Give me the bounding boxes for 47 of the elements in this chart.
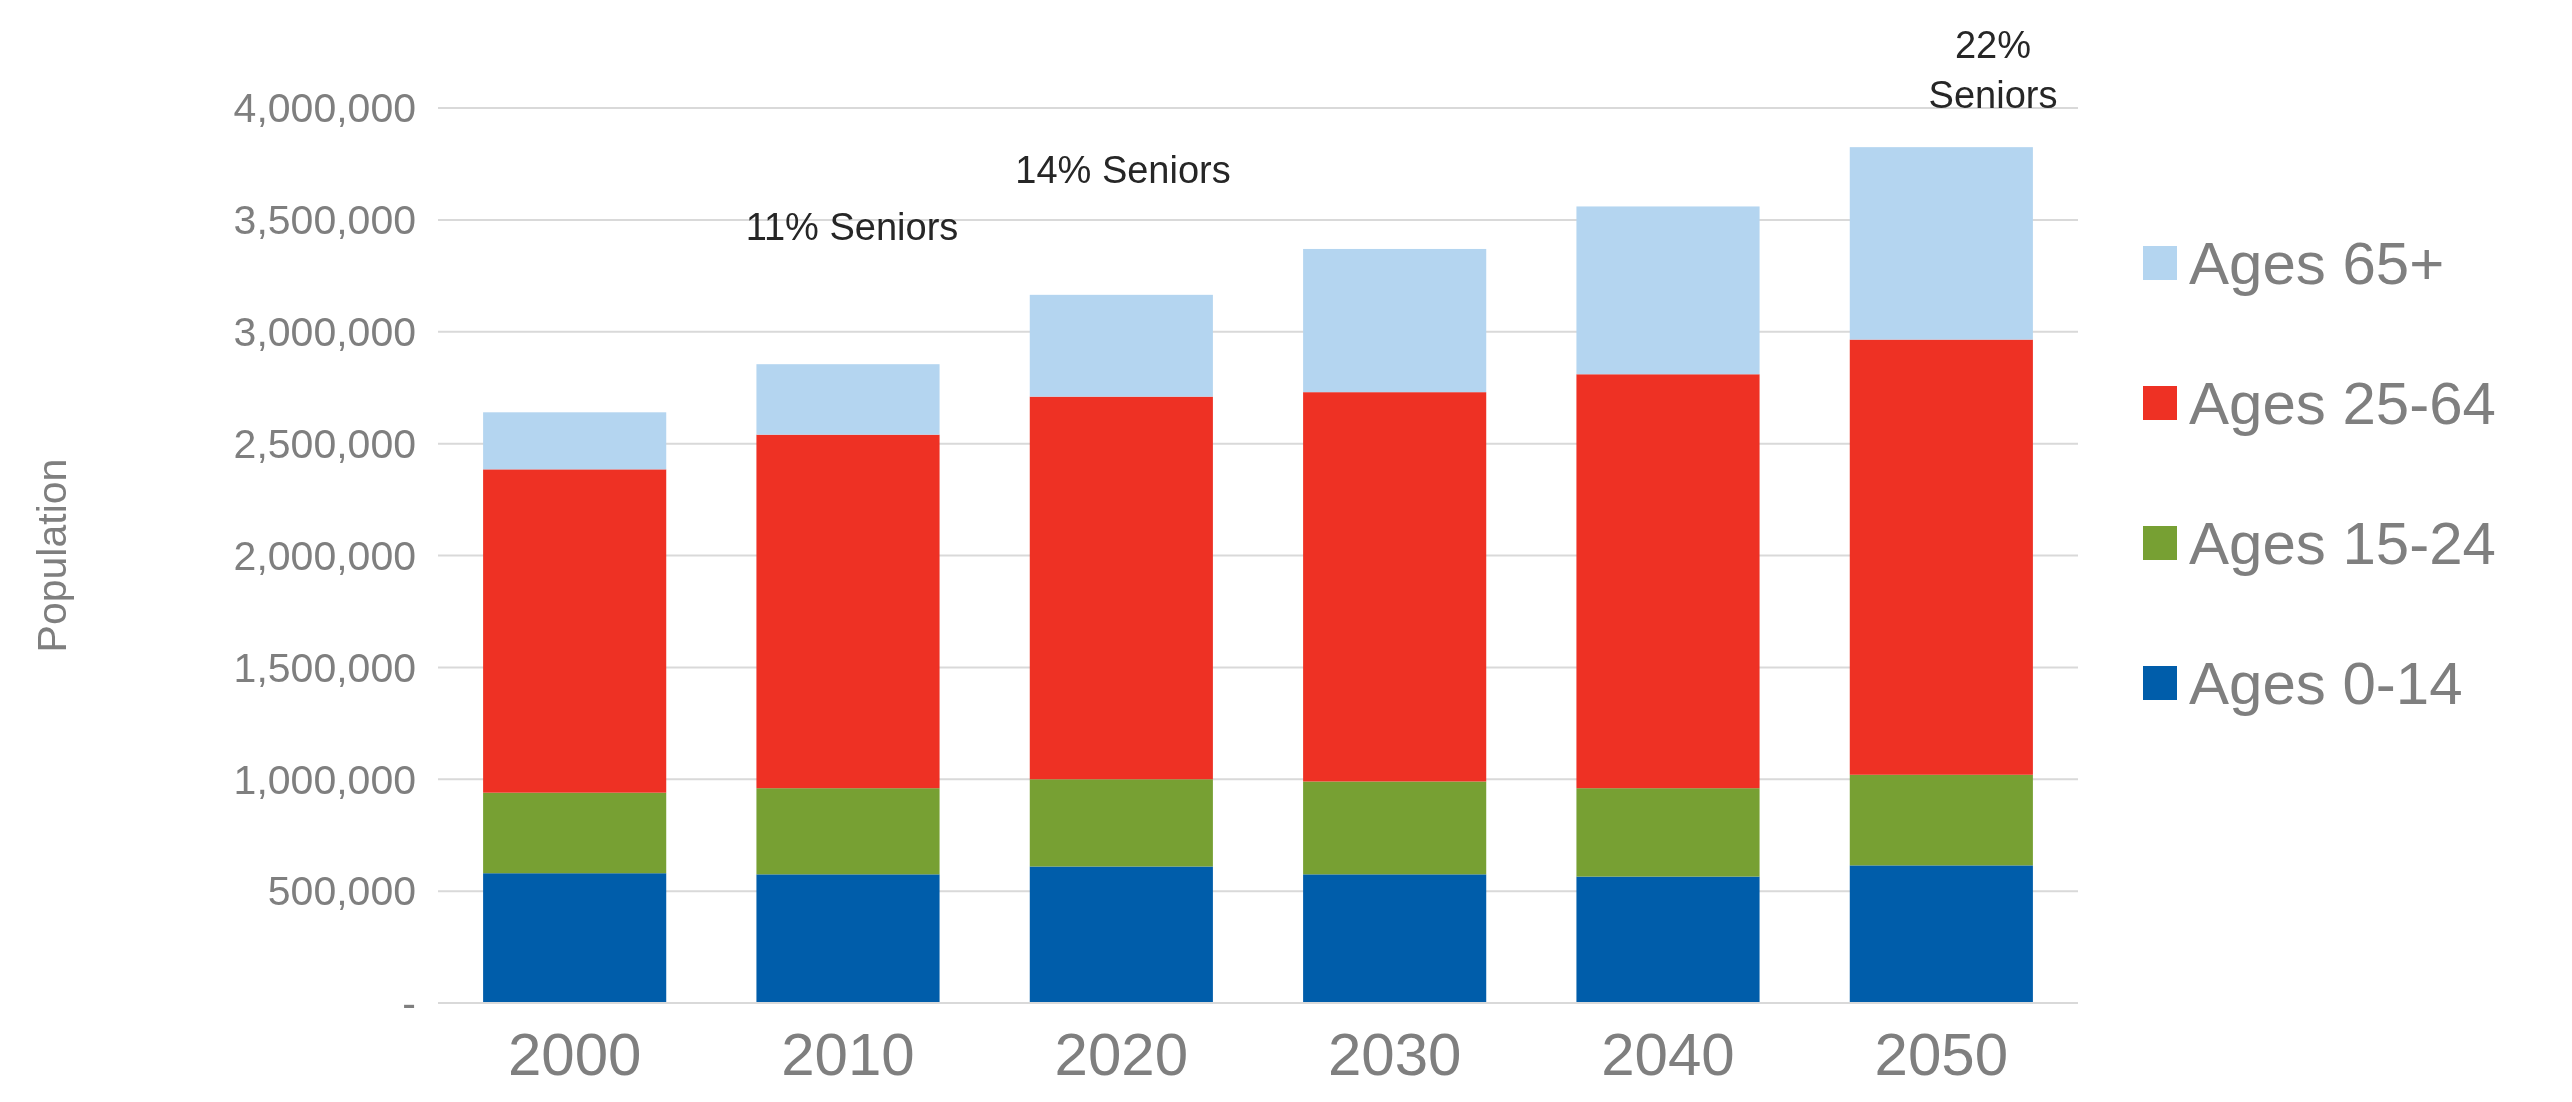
bar	[1849, 339, 2033, 775]
bar	[1849, 865, 2033, 1003]
bar	[756, 788, 940, 875]
y-tick-label: 1,000,000	[233, 756, 416, 803]
bar	[756, 874, 940, 1003]
y-tick-label: 4,000,000	[233, 85, 416, 132]
x-tick-label: 2040	[1601, 1021, 1735, 1088]
bar	[1849, 774, 2033, 866]
bar	[1576, 374, 1760, 789]
bar	[756, 434, 940, 789]
y-tick-label: 3,500,000	[233, 197, 416, 244]
bar	[1029, 294, 1213, 397]
bar	[756, 364, 940, 435]
x-tick-label: 2020	[1054, 1021, 1189, 1088]
y-tick-label: -	[402, 980, 416, 1027]
bar	[483, 469, 667, 793]
bar	[483, 412, 667, 470]
bar	[1029, 779, 1213, 867]
bar	[1303, 874, 1487, 1003]
legend-label: Ages 65+	[2189, 230, 2445, 297]
x-tick-label: 2030	[1327, 1021, 1462, 1088]
bar	[1029, 866, 1213, 1003]
bar	[1303, 781, 1487, 875]
bar	[1303, 392, 1487, 782]
annotation: 11% Seniors	[745, 206, 959, 248]
bar	[1576, 788, 1760, 877]
annotation: 22% Seniors	[1928, 24, 2058, 116]
bar	[1576, 876, 1760, 1003]
legend-label: Ages 25-64	[2189, 370, 2496, 437]
bar	[483, 792, 667, 874]
bar	[483, 873, 667, 1003]
legend-label: Ages 0-14	[2189, 650, 2463, 717]
y-axis-title: Population	[29, 458, 75, 653]
x-tick-label: 2050	[1874, 1021, 2009, 1088]
legend-label: Ages 15-24	[2189, 510, 2496, 577]
y-tick-label: 3,000,000	[233, 309, 416, 356]
y-tick-label: 1,500,000	[233, 644, 416, 691]
x-tick-label: 2010	[781, 1021, 915, 1088]
bar	[1576, 206, 1760, 375]
y-tick-label: 2,500,000	[233, 420, 416, 467]
annotation: 14% Seniors	[1015, 149, 1231, 191]
x-tick-label: 2000	[507, 1021, 642, 1088]
bar	[1029, 396, 1213, 780]
bar	[1849, 147, 2033, 340]
y-tick-label: 2,000,000	[233, 532, 416, 579]
bar	[1303, 248, 1487, 393]
y-tick-label: 500,000	[267, 868, 416, 915]
